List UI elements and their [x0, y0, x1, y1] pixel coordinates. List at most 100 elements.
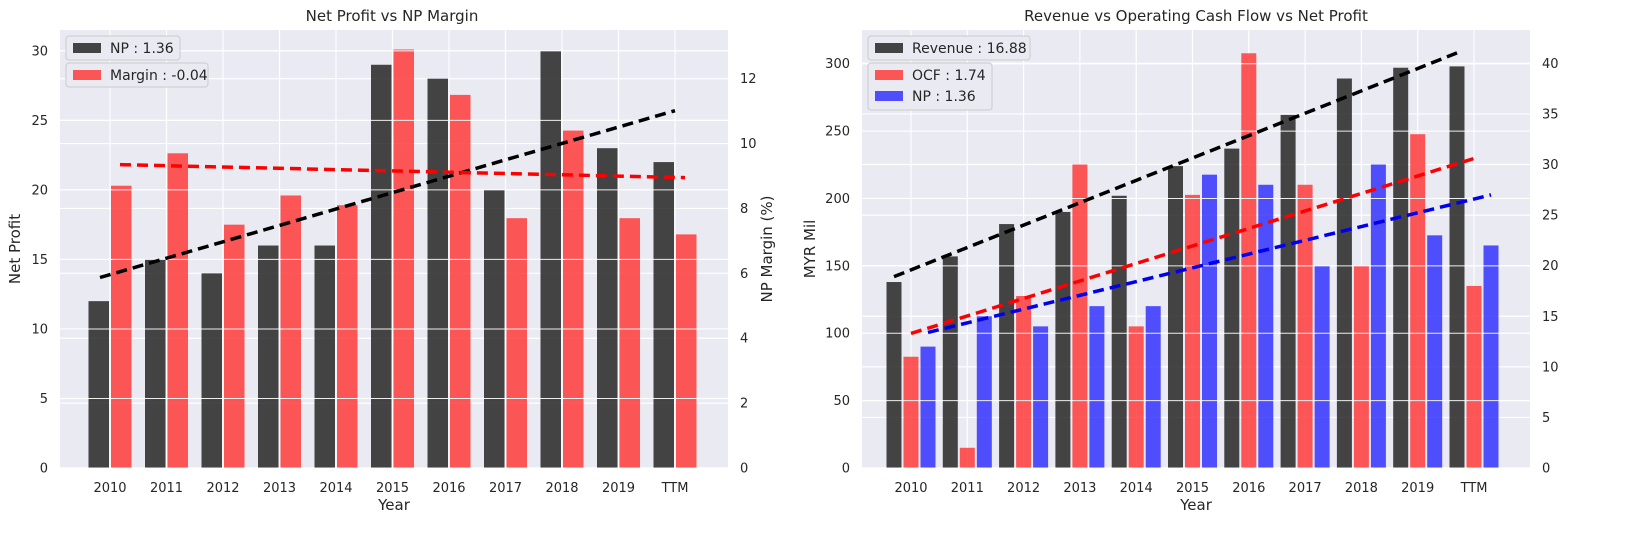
bar-ocf-2010	[903, 356, 919, 468]
bar-ocf-TTM	[1466, 285, 1482, 468]
y2-tick-label: 6	[740, 267, 748, 282]
bar-margin-2019	[619, 218, 640, 468]
x-tick-label: 2014	[1120, 481, 1153, 496]
x-tick-label: 2011	[150, 481, 183, 496]
y2-tick-label: 35	[1542, 107, 1559, 122]
chart-title: Net Profit vs NP Margin	[306, 7, 479, 25]
bar-np-2017	[1314, 265, 1330, 468]
x-tick-label: TTM	[661, 481, 689, 496]
y-axis-label: MYR Mil	[801, 220, 819, 279]
x-tick-label: 2013	[1063, 481, 1096, 496]
bar-ocf-2011	[959, 447, 975, 468]
bar-np-2013	[1089, 306, 1105, 468]
bar-np-2019	[597, 148, 618, 468]
y-tick-label: 5	[40, 392, 48, 407]
legend-swatch	[73, 70, 101, 80]
bar-ocf-2019	[1410, 134, 1426, 468]
x-tick-label: 2017	[489, 481, 522, 496]
y2-tick-label: 15	[1542, 310, 1559, 325]
bar-margin-TTM	[676, 234, 697, 468]
y2-tick-label: 20	[1542, 259, 1559, 274]
y-tick-label: 100	[825, 327, 850, 342]
bar-np-2011	[145, 259, 166, 468]
bar-revenue-2012	[999, 224, 1015, 468]
x-tick-label: TTM	[1460, 481, 1488, 496]
bar-margin-2012	[224, 224, 245, 468]
bar-ocf-2014	[1128, 326, 1144, 468]
bar-revenue-2013	[1055, 211, 1071, 468]
y-tick-label: 300	[825, 57, 850, 72]
y-tick-label: 15	[31, 253, 48, 268]
bar-np-TTM	[1483, 245, 1499, 468]
x-tick-label: 2015	[1176, 481, 1209, 496]
y2-tick-label: 5	[1542, 411, 1550, 426]
bar-ocf-2018	[1353, 265, 1369, 468]
legend-box	[65, 35, 181, 61]
y-tick-label: 150	[825, 259, 850, 274]
x-tick-label: 2019	[602, 481, 635, 496]
bar-margin-2013	[280, 195, 301, 468]
x-tick-label: 2018	[1345, 481, 1378, 496]
y2-tick-label: 4	[740, 332, 748, 347]
x-tick-label: 2018	[545, 481, 578, 496]
bar-margin-2011	[167, 153, 188, 469]
bar-ocf-2012	[1016, 296, 1032, 468]
bar-np-2010	[920, 346, 936, 468]
bar-ocf-2017	[1297, 184, 1313, 469]
bar-np-2015	[1202, 174, 1217, 468]
x-tick-label: 2013	[263, 481, 296, 496]
bar-margin-2015	[393, 49, 414, 468]
x-tick-label: 2014	[319, 481, 352, 496]
y2-tick-label: 10	[1542, 360, 1559, 375]
bar-margin-2010	[111, 185, 132, 468]
chart-title: Revenue vs Operating Cash Flow vs Net Pr…	[1024, 7, 1368, 25]
y2-tick-label: 0	[740, 462, 748, 477]
x-tick-label: 2011	[951, 481, 984, 496]
y2-tick-label: 2	[740, 397, 748, 412]
y-tick-label: 0	[842, 462, 850, 477]
bar-ocf-2016	[1241, 53, 1257, 468]
bar-revenue-2016	[1224, 148, 1240, 468]
legend-swatch	[73, 43, 101, 53]
x-tick-label: 2017	[1289, 481, 1322, 496]
x-tick-label: 2010	[93, 481, 126, 496]
trend-line-margin	[119, 162, 686, 180]
bar-np-2016	[427, 78, 448, 469]
y2-tick-label: 10	[740, 137, 757, 152]
x-tick-label: 2016	[432, 481, 465, 496]
bar-np-2018	[1370, 164, 1386, 468]
y2-tick-label: 25	[1542, 209, 1559, 224]
y-tick-label: 50	[833, 394, 850, 409]
y2-tick-label: 8	[740, 202, 748, 217]
bar-ocf-2015	[1185, 194, 1200, 469]
legend-label: OCF : 1.74	[912, 68, 986, 84]
legend-label: Margin : -0.04	[110, 68, 208, 84]
bar-revenue-2018	[1336, 78, 1352, 469]
y2-tick-label: 40	[1542, 57, 1559, 72]
bar-revenue-2019	[1393, 67, 1409, 468]
legend-box	[867, 35, 1031, 61]
chart-1: 0 5 10 15 20 25 30 0 2 4 6 8 10 12 2010 2011 2012 2013 201…	[6, 7, 776, 514]
x-axis-label: Year	[377, 496, 411, 514]
legend-swatch	[875, 43, 903, 53]
legend-label: NP : 1.36	[110, 41, 174, 57]
bar-np-2013	[258, 245, 279, 468]
bar-np-2016	[1258, 184, 1274, 469]
y-tick-label: 25	[31, 114, 48, 129]
trend-line-np	[927, 193, 1492, 335]
bar-revenue-2015	[1168, 166, 1183, 468]
y-tick-label: 200	[825, 192, 850, 207]
y-tick-label: 0	[40, 462, 48, 477]
bar-np-2012	[1033, 326, 1049, 468]
y-tick-label: 250	[825, 125, 850, 140]
legend-box	[65, 62, 209, 88]
bar-np-2019	[1427, 235, 1443, 468]
y2-tick-label: 30	[1542, 158, 1559, 173]
bar-np-2012	[201, 273, 222, 468]
bar-np-2014	[314, 245, 335, 468]
bar-ocf-2013	[1072, 164, 1088, 468]
x-tick-label: 2012	[206, 481, 239, 496]
bar-margin-2017	[506, 218, 527, 468]
